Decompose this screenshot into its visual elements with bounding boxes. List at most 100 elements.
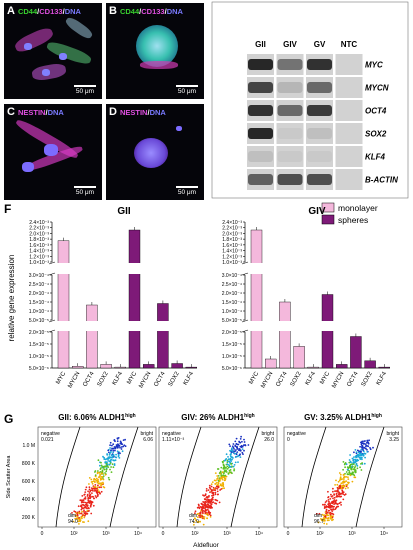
flow-dot [197, 512, 200, 515]
flow-dot [348, 481, 350, 484]
flow-dot [197, 521, 200, 524]
flow-dot [210, 503, 213, 506]
y-tick-label: 2.2×10⁻³ [222, 226, 242, 232]
flow-dot [110, 466, 112, 468]
flow-dot [225, 475, 228, 478]
stain-3-label: DNA [149, 108, 166, 117]
flow-dot [318, 512, 321, 515]
gel-panel: GII GIV GV NTC MYC MYCN OCT4 SOX2 KLF4 B-ACTIN [211, 1, 409, 199]
flow-dot [367, 445, 370, 448]
flow-dot [337, 505, 340, 508]
flow-dot [212, 496, 214, 499]
flow-dot [86, 509, 89, 512]
flow-dot [117, 455, 120, 458]
flow-dot [344, 466, 346, 469]
flow-dot [339, 484, 341, 487]
flow-dot [234, 456, 237, 458]
flow-dot [201, 507, 204, 510]
flow-x-tick-label: 0 [41, 531, 44, 537]
flow-dot [204, 512, 207, 514]
flow-dot [328, 502, 330, 504]
flow-dot [84, 496, 87, 498]
gate-bright-value: 3.25 [389, 437, 399, 443]
flow-x-tick-label: 10² [316, 531, 324, 537]
flow-dot [208, 484, 211, 487]
flow-dot [209, 514, 212, 517]
flow-dot [74, 517, 77, 520]
flow-dot [102, 482, 105, 485]
flow-dot [315, 513, 318, 515]
y-tick-label: 2.2×10⁻³ [29, 226, 49, 232]
flow-dot [241, 440, 243, 443]
y-tick-label: 2.4×10⁻³ [222, 220, 242, 226]
flow-dot [87, 499, 90, 502]
y-tick-label: 2.0×10⁻⁵ [222, 330, 242, 336]
flow-dot [109, 468, 111, 471]
flow-dot [104, 473, 107, 476]
axis-break [246, 321, 391, 331]
flow-dot [332, 518, 334, 521]
gate-line-bright [230, 426, 260, 528]
flow-y-tick-label: 200 K [22, 515, 36, 521]
flow-dot [100, 490, 103, 493]
gel-lane-bg [335, 54, 363, 75]
bar [171, 363, 183, 369]
flow-dot [343, 485, 346, 488]
flow-dot [229, 449, 231, 452]
flow-x-tick-label: 0 [162, 531, 165, 537]
flow-dot [81, 510, 83, 513]
flow-dot [332, 490, 334, 493]
flow-dot [78, 510, 81, 513]
flow-dot [109, 441, 112, 444]
flow-dot [209, 502, 212, 504]
axis-break-mark [48, 329, 56, 333]
flow-dot [210, 485, 213, 488]
flow-dot [78, 523, 80, 525]
flow-dot [353, 451, 355, 454]
flow-dot [88, 492, 91, 494]
flow-dot [328, 519, 330, 522]
flow-dot [358, 456, 361, 459]
flow-dot [230, 455, 232, 458]
x-tick-label: MYCN [260, 371, 274, 389]
flow-dot [229, 459, 232, 461]
flow-dot [236, 451, 239, 453]
flow-dot [195, 519, 197, 522]
flow-dot [346, 483, 349, 486]
flow-dot [197, 503, 200, 506]
flow-dot [361, 458, 363, 461]
flow-dot [86, 512, 89, 515]
axis-break-mark [241, 261, 249, 265]
flow-dot [338, 492, 341, 494]
flow-dot [232, 457, 234, 459]
gel-lane-label: GII [255, 40, 266, 49]
flow-dot [209, 511, 212, 514]
flow-dot [345, 483, 348, 486]
flow-dot [103, 468, 106, 471]
flow-dot [93, 497, 95, 500]
flow-dot [363, 443, 365, 445]
y-tick-label: 5.0×10⁻⁶ [222, 366, 242, 372]
flow-dot [95, 496, 98, 499]
flow-dot [346, 468, 349, 471]
flow-dot [78, 512, 81, 514]
group-title: GII [117, 206, 131, 217]
flow-x-tick-label: 0 [287, 531, 290, 537]
flow-dot [194, 512, 196, 515]
flow-dot [359, 466, 361, 469]
flow-dot [228, 469, 231, 472]
flow-dot [76, 517, 78, 520]
flow-dot [99, 482, 101, 485]
flow-dot [92, 490, 94, 492]
flow-dot [219, 471, 221, 474]
flow-dot [203, 495, 206, 497]
flow-dot [101, 471, 104, 473]
flow-dot [351, 463, 353, 466]
flow-dot [345, 463, 348, 466]
flow-dot [204, 503, 207, 505]
flow-dot [349, 473, 352, 475]
flow-dot [222, 483, 225, 486]
flow-plot-title: GV: 3.25% ALDH1high [304, 413, 382, 422]
flow-dot [107, 459, 109, 461]
x-tick-label: MYCN [331, 371, 345, 389]
